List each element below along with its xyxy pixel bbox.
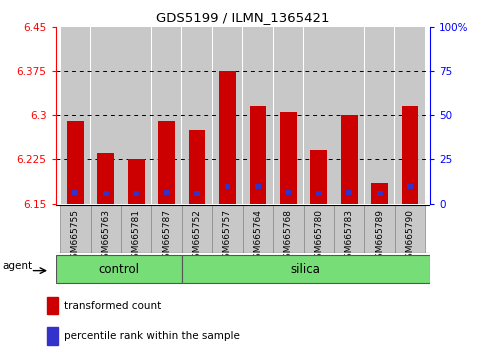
Text: GSM665755: GSM665755: [71, 209, 80, 264]
Bar: [56, 255, 182, 283]
Text: transformed count: transformed count: [64, 301, 161, 310]
Title: GDS5199 / ILMN_1365421: GDS5199 / ILMN_1365421: [156, 11, 329, 24]
Bar: [311, 150, 327, 204]
Text: GSM665790: GSM665790: [406, 209, 414, 264]
Bar: [365, 205, 395, 253]
Text: GSM665780: GSM665780: [314, 209, 323, 264]
Bar: [158, 121, 175, 204]
Bar: [121, 205, 151, 253]
Bar: [133, 191, 139, 196]
Bar: [273, 205, 304, 253]
Bar: [47, 327, 58, 345]
Bar: [285, 190, 291, 195]
Bar: [395, 27, 425, 204]
Bar: [402, 106, 418, 204]
Bar: [213, 27, 242, 204]
Text: GSM665787: GSM665787: [162, 209, 171, 264]
Bar: [164, 190, 170, 195]
Bar: [90, 205, 121, 253]
Text: silica: silica: [291, 263, 321, 275]
Text: GSM665752: GSM665752: [193, 209, 201, 264]
Text: GSM665764: GSM665764: [254, 209, 262, 264]
Bar: [60, 27, 90, 204]
Text: GSM665757: GSM665757: [223, 209, 232, 264]
Bar: [255, 184, 261, 189]
Bar: [91, 27, 121, 204]
Bar: [377, 191, 383, 196]
Bar: [212, 205, 242, 253]
Bar: [121, 27, 151, 204]
Bar: [182, 255, 430, 283]
Text: percentile rank within the sample: percentile rank within the sample: [64, 331, 240, 341]
Bar: [395, 205, 426, 253]
Bar: [341, 115, 357, 204]
Bar: [152, 27, 182, 204]
Bar: [189, 130, 205, 204]
Bar: [98, 153, 114, 204]
Bar: [407, 184, 413, 189]
Bar: [365, 27, 395, 204]
Bar: [280, 112, 297, 204]
Bar: [128, 159, 144, 204]
Bar: [316, 191, 322, 196]
Bar: [225, 184, 230, 189]
Bar: [243, 27, 273, 204]
Bar: [72, 190, 78, 195]
Text: GSM665783: GSM665783: [345, 209, 354, 264]
Bar: [304, 27, 334, 204]
Text: agent: agent: [3, 261, 33, 271]
Text: GSM665763: GSM665763: [101, 209, 110, 264]
Bar: [182, 27, 212, 204]
Bar: [334, 205, 365, 253]
Bar: [182, 205, 212, 253]
Bar: [60, 205, 90, 253]
Bar: [47, 297, 58, 314]
Text: GSM665768: GSM665768: [284, 209, 293, 264]
Bar: [304, 205, 334, 253]
Bar: [371, 183, 388, 204]
Text: GSM665789: GSM665789: [375, 209, 384, 264]
Bar: [219, 71, 236, 204]
Bar: [334, 27, 364, 204]
Bar: [103, 191, 109, 196]
Bar: [194, 191, 200, 196]
Bar: [250, 106, 266, 204]
Bar: [67, 121, 84, 204]
Text: GSM665781: GSM665781: [132, 209, 141, 264]
Bar: [346, 190, 352, 195]
Bar: [242, 205, 273, 253]
Bar: [273, 27, 303, 204]
Text: control: control: [98, 263, 139, 275]
Bar: [151, 205, 182, 253]
